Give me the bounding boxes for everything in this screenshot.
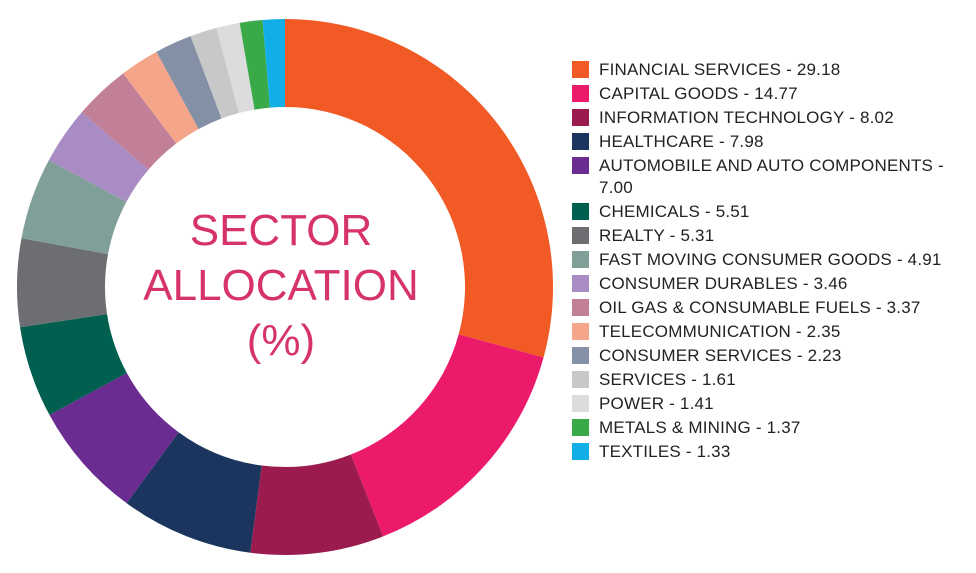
donut-slice bbox=[16, 238, 109, 328]
donut-slice bbox=[190, 27, 239, 119]
legend-swatch bbox=[572, 61, 589, 78]
legend-label: CONSUMER SERVICES - 2.23 bbox=[599, 346, 842, 365]
legend-label: HEALTHCARE - 7.98 bbox=[599, 132, 764, 151]
legend-swatch bbox=[572, 203, 589, 220]
legend-label: POWER - 1.41 bbox=[599, 394, 714, 413]
donut-slice bbox=[123, 51, 199, 144]
legend-item: FINANCIAL SERVICES - 29.18 bbox=[572, 59, 970, 81]
legend-item: TELECOMMUNICATION - 2.35 bbox=[572, 321, 970, 343]
legend-swatch bbox=[572, 133, 589, 150]
legend-label: TEXTILES - 1.33 bbox=[599, 442, 731, 461]
legend-label: CAPITAL GOODS - 14.77 bbox=[599, 84, 798, 103]
legend-item: OIL GAS & CONSUMABLE FUELS - 3.37 bbox=[572, 297, 970, 319]
legend-swatch bbox=[572, 251, 589, 268]
legend: FINANCIAL SERVICES - 29.18 CAPITAL GOODS … bbox=[572, 59, 970, 465]
legend-swatch bbox=[572, 371, 589, 388]
legend-label: FINANCIAL SERVICES - 29.18 bbox=[599, 60, 841, 79]
legend-item: CONSUMER DURABLES - 3.46 bbox=[572, 273, 970, 295]
legend-item: CAPITAL GOODS - 14.77 bbox=[572, 83, 970, 105]
donut-slice bbox=[239, 19, 270, 110]
legend-label: CONSUMER DURABLES - 3.46 bbox=[599, 274, 848, 293]
legend-swatch bbox=[572, 299, 589, 316]
donut-slice bbox=[285, 19, 553, 358]
legend-label: METALS & MINING - 1.37 bbox=[599, 418, 801, 437]
donut-slice bbox=[48, 112, 149, 202]
donut-slice bbox=[81, 73, 177, 170]
legend-swatch bbox=[572, 443, 589, 460]
legend-item: REALTY - 5.31 bbox=[572, 225, 970, 247]
donut-slice bbox=[350, 334, 544, 537]
legend-label: OIL GAS & CONSUMABLE FUELS - 3.37 bbox=[599, 298, 921, 317]
legend-label: TELECOMMUNICATION - 2.35 bbox=[599, 322, 841, 341]
legend-label: CHEMICALS - 5.51 bbox=[599, 202, 750, 221]
legend-label: REALTY - 5.31 bbox=[599, 226, 715, 245]
donut-slice bbox=[156, 36, 222, 130]
donut-slice bbox=[216, 22, 255, 113]
legend-item: HEALTHCARE - 7.98 bbox=[572, 131, 970, 153]
legend-label: SERVICES - 1.61 bbox=[599, 370, 736, 389]
legend-item: INFORMATION TECHNOLOGY - 8.02 bbox=[572, 107, 970, 129]
legend-label: INFORMATION TECHNOLOGY - 8.02 bbox=[599, 108, 894, 127]
legend-swatch bbox=[572, 157, 589, 174]
legend-swatch bbox=[572, 109, 589, 126]
donut-slice bbox=[20, 314, 127, 415]
chart-title: SECTOR ALLOCATION (%) bbox=[143, 206, 418, 365]
legend-swatch bbox=[572, 419, 589, 436]
donut-slice bbox=[49, 372, 179, 504]
donut-slice bbox=[21, 160, 127, 255]
legend-item: CONSUMER SERVICES - 2.23 bbox=[572, 345, 970, 367]
donut-slice bbox=[262, 19, 285, 108]
donut-slice bbox=[126, 432, 262, 553]
legend-item: FAST MOVING CONSUMER GOODS - 4.91 bbox=[572, 249, 970, 271]
legend-swatch bbox=[572, 227, 589, 244]
legend-item: POWER - 1.41 bbox=[572, 393, 970, 415]
legend-label: FAST MOVING CONSUMER GOODS - 4.91 bbox=[599, 250, 942, 269]
legend-label: AUTOMOBILE AND AUTO COMPONENTS - 7.00 bbox=[599, 156, 944, 197]
chart: SECTOR ALLOCATION (%) bbox=[16, 19, 553, 556]
legend-swatch bbox=[572, 395, 589, 412]
legend-item: AUTOMOBILE AND AUTO COMPONENTS - 7.00 bbox=[572, 155, 970, 199]
legend-swatch bbox=[572, 275, 589, 292]
legend-item: TEXTILES - 1.33 bbox=[572, 441, 970, 463]
legend-swatch bbox=[572, 347, 589, 364]
legend-item: METALS & MINING - 1.37 bbox=[572, 417, 970, 439]
donut-slice bbox=[250, 454, 384, 556]
legend-item: CHEMICALS - 5.51 bbox=[572, 201, 970, 223]
legend-swatch bbox=[572, 85, 589, 102]
legend-swatch bbox=[572, 323, 589, 340]
legend-item: SERVICES - 1.61 bbox=[572, 369, 970, 391]
